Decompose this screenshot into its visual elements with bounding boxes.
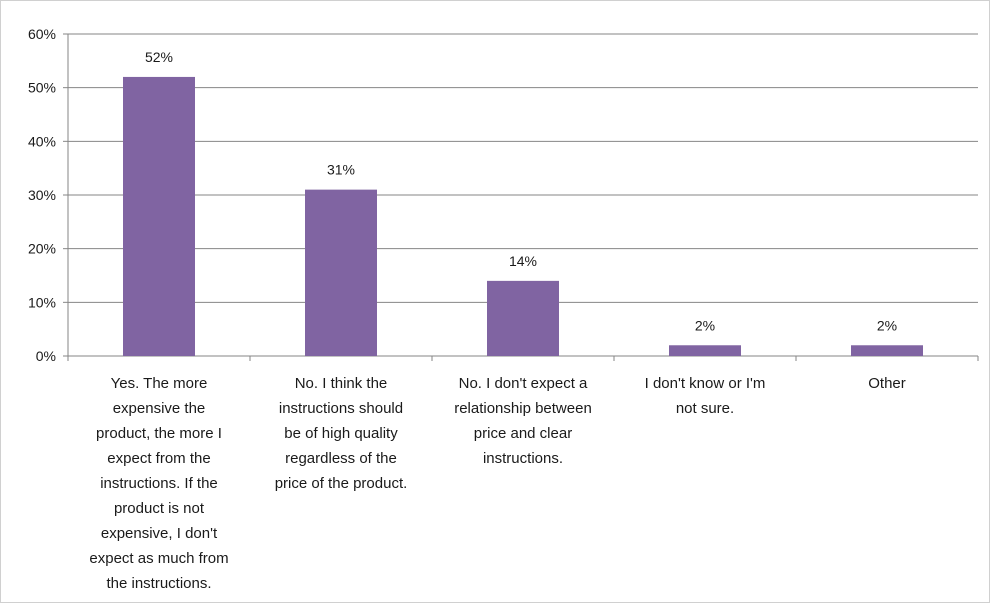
y-tick-label: 60% bbox=[28, 26, 56, 42]
category-label-line: No. I think the bbox=[295, 375, 388, 392]
category-label-line: product, the more I bbox=[96, 425, 222, 442]
bar bbox=[123, 77, 195, 356]
category-label: No. I think the instructions should be of … bbox=[275, 375, 408, 492]
y-tick-label: 10% bbox=[28, 294, 56, 310]
category-label: Other bbox=[868, 375, 906, 392]
category-label-line: No. I don't expect a bbox=[459, 375, 588, 392]
category-label-line: Other bbox=[868, 375, 906, 392]
category-label-line: regardless of the bbox=[285, 450, 397, 467]
y-tick-label: 0% bbox=[36, 348, 56, 364]
bar bbox=[305, 190, 377, 356]
data-label: 31% bbox=[327, 162, 355, 178]
category-label-line: price of the product. bbox=[275, 475, 408, 492]
y-tick-label: 50% bbox=[28, 80, 56, 96]
category-label-line: instructions should bbox=[279, 400, 403, 417]
y-tick-labels: 0% 10% 20% 30% 40% 50% 60% bbox=[28, 26, 56, 364]
data-label: 14% bbox=[509, 253, 537, 269]
category-label-line: be of high quality bbox=[284, 425, 398, 442]
category-label: Yes. The more expensive the product, the m… bbox=[89, 375, 228, 592]
category-label-line: price and clear bbox=[474, 425, 572, 442]
category-label-line: product is not bbox=[114, 500, 205, 517]
category-label-line: I don't know or I'm bbox=[645, 375, 766, 392]
category-label-line: expect from the bbox=[107, 450, 210, 467]
bars bbox=[123, 77, 923, 356]
y-tick-label: 30% bbox=[28, 187, 56, 203]
category-label-line: the instructions. bbox=[106, 575, 211, 592]
y-tick-label: 20% bbox=[28, 241, 56, 257]
bar bbox=[669, 345, 741, 356]
category-label-line: expensive the bbox=[113, 400, 206, 417]
y-tick-label: 40% bbox=[28, 133, 56, 149]
category-label-line: relationship between bbox=[454, 400, 592, 417]
data-label: 52% bbox=[145, 49, 173, 65]
category-label-line: expensive, I don't bbox=[101, 525, 218, 542]
category-label-line: instructions. bbox=[483, 450, 563, 467]
data-label: 2% bbox=[877, 317, 897, 333]
data-label: 2% bbox=[695, 317, 715, 333]
bar bbox=[851, 345, 923, 356]
category-label-line: expect as much from bbox=[89, 550, 228, 567]
category-label: I don't know or I'm not sure. bbox=[645, 375, 766, 417]
category-label-line: Yes. The more bbox=[111, 375, 208, 392]
category-label-line: not sure. bbox=[676, 400, 734, 417]
category-label: No. I don't expect a relationship between… bbox=[454, 375, 592, 467]
category-labels: Yes. The more expensive the product, the m… bbox=[89, 375, 905, 592]
category-label-line: instructions. If the bbox=[100, 475, 218, 492]
bar bbox=[487, 281, 559, 356]
